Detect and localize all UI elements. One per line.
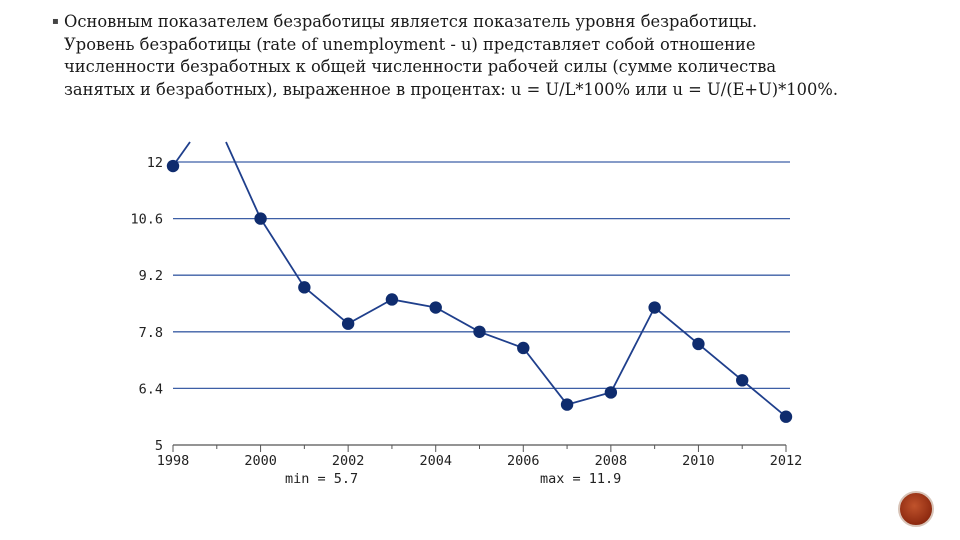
page-number-badge xyxy=(898,491,934,527)
y-tick-labels: 12 10.6 9.2 7.8 6.4 5 xyxy=(130,155,163,454)
y-tick-label: 12 xyxy=(147,155,163,171)
data-point xyxy=(560,398,574,411)
x-tick-label: 1998 xyxy=(157,453,190,469)
paragraph-line: Основным показателем безработицы являетс… xyxy=(64,12,758,31)
y-tick-label: 9.2 xyxy=(139,268,163,284)
bullet-icon: ▪ xyxy=(52,16,59,27)
paragraph-line: численности безработных к общей численно… xyxy=(64,57,777,76)
x-axis xyxy=(172,444,787,452)
data-point xyxy=(779,410,793,423)
data-point xyxy=(517,341,530,355)
x-tick-label: 2006 xyxy=(507,453,540,469)
data-point xyxy=(385,293,399,306)
data-point xyxy=(298,281,311,294)
x-tick-labels: 1998 2000 2002 2004 2006 2008 2010 2012 xyxy=(157,453,803,469)
x-tick-label: 2010 xyxy=(682,453,715,469)
y-tick-label: 6.4 xyxy=(139,381,163,397)
y-tick-label: 7.8 xyxy=(139,325,163,341)
max-stat-label: max = 11.9 xyxy=(540,471,621,487)
data-point xyxy=(166,159,180,173)
paragraph-line: Уровень безработицы (rate of unemploymen… xyxy=(64,34,756,54)
series-path xyxy=(259,218,787,418)
data-point xyxy=(648,301,661,314)
data-point xyxy=(604,386,618,399)
data-point xyxy=(736,374,749,387)
min-stat-label: min = 5.7 xyxy=(285,471,358,487)
x-tick-label: 2004 xyxy=(419,453,452,469)
data-point xyxy=(473,325,486,338)
x-tick-label: 2012 xyxy=(770,453,803,469)
series-segment xyxy=(225,141,262,219)
paragraph-line: занятых и безработных), выраженное в про… xyxy=(64,79,839,99)
data-point xyxy=(429,301,442,314)
data-point xyxy=(254,212,267,225)
x-tick-label: 2002 xyxy=(332,453,365,469)
y-tick-label: 10.6 xyxy=(130,212,163,228)
data-point xyxy=(341,317,355,330)
data-points xyxy=(166,159,793,423)
x-tick-label: 2000 xyxy=(244,453,277,469)
slide-paragraph: Основным показателем безработицы являетс… xyxy=(64,11,924,101)
data-point xyxy=(692,337,705,351)
series-line xyxy=(172,141,787,418)
grid-lines xyxy=(173,161,790,390)
x-tick-label: 2008 xyxy=(595,453,628,469)
y-tick-label: 5 xyxy=(155,438,163,454)
